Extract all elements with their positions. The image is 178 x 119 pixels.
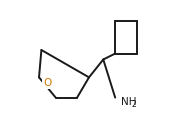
Text: O: O <box>43 78 51 88</box>
Text: 2: 2 <box>131 100 136 109</box>
Text: NH: NH <box>121 97 137 107</box>
